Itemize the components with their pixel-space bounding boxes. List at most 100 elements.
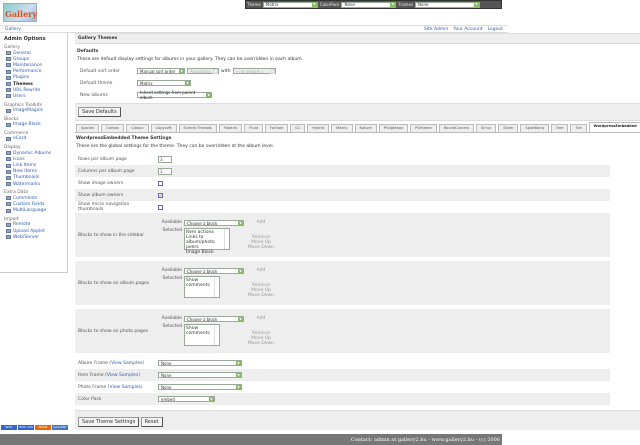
cols-input[interactable]: 3 xyxy=(158,167,172,175)
sidebar-item-new-items[interactable]: New Items xyxy=(4,169,63,175)
sidebar-item-comments[interactable]: Comments xyxy=(4,195,63,201)
item-frame-select[interactable]: None ▼ xyxy=(158,372,242,378)
add-block-button[interactable]: Add xyxy=(256,316,266,321)
selected-block-option[interactable]: Show comments xyxy=(186,326,210,336)
default-theme-select[interactable]: Matrix ▼ xyxy=(137,80,191,86)
tab-g1[interactable]: G1 xyxy=(290,124,306,132)
selected-block-option[interactable]: Links to album/photo peers xyxy=(186,235,215,250)
remove-block-button[interactable]: Remove xyxy=(251,283,271,288)
color-pack-select[interactable]: embed ▼ xyxy=(158,396,215,402)
xhtml-badge[interactable]: W3C XHTML xyxy=(1,425,17,434)
css-badge[interactable]: W3C CSS xyxy=(18,425,34,430)
tab-tile[interactable]: Tile xyxy=(570,124,587,132)
tab-splatbang[interactable]: SplatBang xyxy=(520,124,549,132)
image-owners-checkbox[interactable] xyxy=(158,180,163,186)
tab-slider[interactable]: Slider xyxy=(498,124,519,132)
sidebar-item-themes[interactable]: Themes xyxy=(4,81,63,87)
gallery-badge[interactable]: GALLERY xyxy=(52,425,68,430)
sidebar-item-icons[interactable]: Icons xyxy=(4,156,63,162)
tab-pgtheme[interactable]: PGtheme xyxy=(410,124,437,132)
selected-block-option[interactable]: Image Block xyxy=(186,250,214,255)
album-frame-select[interactable]: None ▼ xyxy=(158,360,242,366)
tab-roundcorners[interactable]: RoundCorners xyxy=(438,124,475,132)
remove-block-button[interactable]: Remove xyxy=(251,235,271,240)
sidebar-item-multilanguage[interactable]: MultiLanguage xyxy=(4,208,63,214)
colorpack-select[interactable]: None ▼ xyxy=(341,1,397,8)
tab-carbon[interactable]: Carbon xyxy=(101,124,125,132)
selected-blocks-list[interactable]: Show comments xyxy=(184,276,220,298)
tab-eclecticthreads[interactable]: EclecticThreads xyxy=(178,124,217,132)
selected-block-option[interactable]: Show comments xyxy=(186,278,210,288)
your-account-link[interactable]: Your Account xyxy=(453,26,483,32)
album-owners-checkbox[interactable]: ✔ xyxy=(158,192,163,198)
sidebar-item-general[interactable]: General xyxy=(4,50,63,56)
tab-floatrix[interactable]: Floatrix xyxy=(218,124,243,132)
selected-block-option[interactable]: Item actions xyxy=(186,230,214,235)
sidebar-item-users[interactable]: Users xyxy=(4,93,63,99)
view-samples-link[interactable]: View Samples xyxy=(106,372,139,378)
available-blocks-select[interactable]: Choose a block ▼ xyxy=(184,268,244,274)
sidebar-item-web-server[interactable]: Web/Server xyxy=(4,234,63,240)
tab-fluid[interactable]: Fluid xyxy=(244,124,263,132)
made-gallery-badge[interactable]: MADE GALLERY xyxy=(35,425,51,434)
tab-tree[interactable]: Tree xyxy=(550,124,569,132)
sidebar-item-custom-fields[interactable]: Custom Fields xyxy=(4,201,63,207)
save-defaults-button[interactable]: Save Defaults xyxy=(78,107,121,117)
tab-forsale[interactable]: ForSale xyxy=(264,124,289,132)
sort-order-select[interactable]: Manual sort order ▼ xyxy=(137,68,185,74)
remove-block-button[interactable]: Remove xyxy=(251,331,271,336)
reset-button[interactable]: Reset xyxy=(140,417,163,427)
available-blocks-select[interactable]: Choose a block ▼ xyxy=(184,316,244,322)
photo-frame-select[interactable]: None ▼ xyxy=(158,384,242,390)
sidebar-item-maintenance[interactable]: Maintenance xyxy=(4,62,63,68)
new-albums-select[interactable]: Inherit settings from parent album ▼ xyxy=(137,90,212,100)
available-blocks-select[interactable]: Choose a block ▼ xyxy=(184,220,244,226)
selected-blocks-list[interactable]: Show comments xyxy=(184,324,220,346)
tab-hybrid[interactable]: Hybrid xyxy=(307,124,330,132)
sidebar-item-label: Remote xyxy=(13,222,31,228)
sidebar-item-upload-applet[interactable]: Upload Applet xyxy=(4,228,63,234)
tab-ajaxian[interactable]: Ajaxian xyxy=(76,124,100,132)
add-block-button[interactable]: Add xyxy=(256,268,266,273)
tab-copyleft[interactable]: CopyLeft xyxy=(150,124,177,132)
tab-wordpressembedded[interactable]: WordpressEmbedded xyxy=(588,122,640,132)
add-block-button[interactable]: Add xyxy=(256,220,266,225)
sidebar-item-url-rewrite[interactable]: URL Rewrite xyxy=(4,87,63,93)
logout-link[interactable]: Logout xyxy=(487,26,503,32)
sidebar-item-imagemagick[interactable]: ImageMagick xyxy=(4,108,63,114)
move-down-button[interactable]: Move Down xyxy=(247,341,275,346)
view-samples-link[interactable]: View Samples xyxy=(109,384,141,390)
move-up-button[interactable]: Move Up xyxy=(251,336,271,341)
sidebar-item-performance[interactable]: Performance xyxy=(4,69,63,75)
gallery-logo[interactable]: Gallery xyxy=(3,3,37,22)
sidebar-item-dynamic-albums[interactable]: Dynamic Albums xyxy=(4,150,63,156)
view-samples-link[interactable]: View Samples xyxy=(111,360,143,366)
tab-matrix[interactable]: Matrix xyxy=(331,124,353,132)
tab-pglightbox[interactable]: PGlightbox xyxy=(378,124,409,132)
move-up-button[interactable]: Move Up xyxy=(251,240,271,245)
presort-select[interactable]: « no presort » ▼ xyxy=(232,68,276,74)
sidebar-item-remote[interactable]: Remote xyxy=(4,222,63,228)
sidebar-item-link-items[interactable]: Link Items xyxy=(4,162,63,168)
save-theme-settings-button[interactable]: Save Theme Settings xyxy=(78,417,140,427)
move-down-button[interactable]: Move Down xyxy=(247,245,275,250)
tab-nature[interactable]: Nature xyxy=(354,124,377,132)
tab-classic[interactable]: Classic xyxy=(126,124,149,132)
tab-siriux[interactable]: Siriux xyxy=(476,124,497,132)
move-down-button[interactable]: Move Down xyxy=(247,293,275,298)
rows-input[interactable]: 3 xyxy=(158,155,172,163)
sort-direction-select[interactable]: Ascending ▼ xyxy=(187,68,219,74)
site-admin-link[interactable]: Site Admin xyxy=(423,26,449,32)
sidebar-item-groups[interactable]: Groups xyxy=(4,56,63,62)
sidebar-item-thumbnails[interactable]: Thumbnails xyxy=(4,175,63,181)
theme-select[interactable]: Matrix ▼ xyxy=(262,1,318,8)
move-up-button[interactable]: Move Up xyxy=(251,288,271,293)
sidebar-item-ecard[interactable]: eCard xyxy=(4,136,63,142)
breadcrumb-gallery[interactable]: Gallery xyxy=(5,26,22,32)
sidebar-item-watermarks[interactable]: Watermarks xyxy=(4,181,63,187)
sidebar-item-image-block[interactable]: Image Block xyxy=(4,122,63,128)
frames-select[interactable]: None ▼ xyxy=(415,1,480,8)
micro-nav-checkbox[interactable] xyxy=(158,204,163,210)
sidebar-item-plugins[interactable]: Plugins xyxy=(4,75,63,81)
selected-blocks-list[interactable]: Item actions Links to album/photo peers Im… xyxy=(184,228,230,255)
